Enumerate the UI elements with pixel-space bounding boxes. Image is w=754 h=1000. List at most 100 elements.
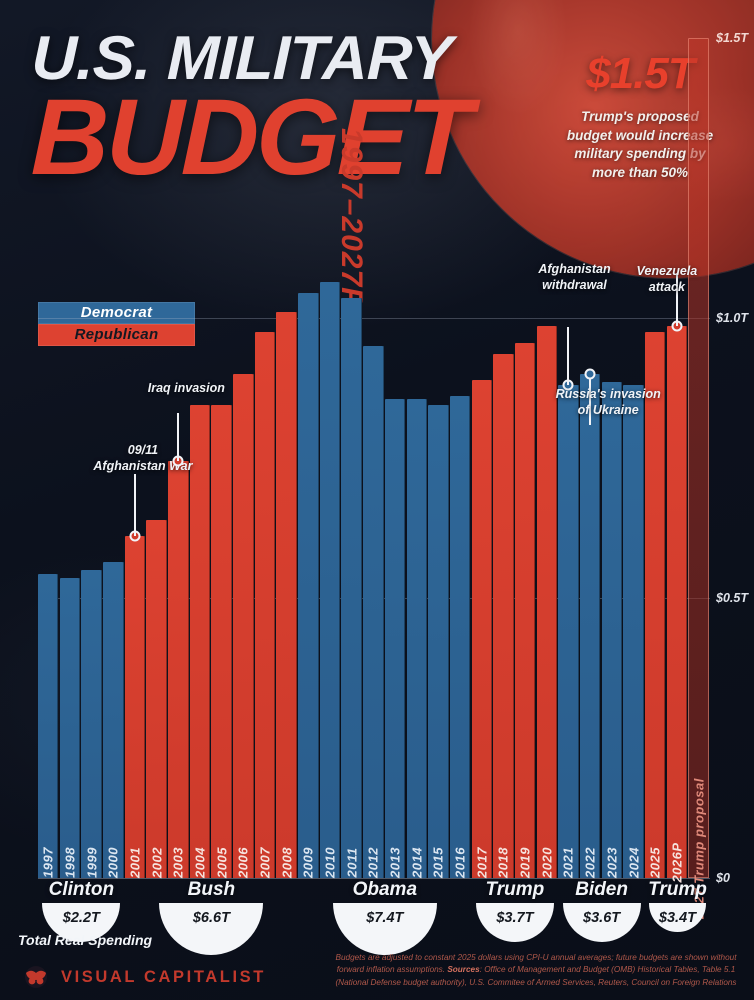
president-group-obama-2009: Obama $7.4T	[298, 879, 471, 955]
bar-year-label-1997: 1997	[40, 847, 56, 878]
bar-2008[interactable]: 2008	[276, 312, 297, 878]
annotation-label-2003: Iraq invasion	[147, 381, 225, 395]
president-group-trump-2025: Trump $3.4T	[645, 879, 710, 932]
bar-year-label-2019: 2019	[517, 847, 533, 878]
bar-2012[interactable]: 2012	[363, 346, 384, 878]
bar-2018[interactable]: 2018	[493, 354, 514, 878]
y-axis-tick-$1.0T: $1.0T	[716, 311, 748, 325]
bar-2019[interactable]: 2019	[514, 343, 536, 878]
president-total-bowl: $6.6T	[159, 903, 264, 955]
president-group-bush-2001: Bush $6.6T	[125, 879, 298, 955]
total-spending-arrow	[84, 921, 96, 929]
president-total-bowl: $3.4T	[648, 903, 706, 932]
bar-2016[interactable]: 2016	[449, 396, 471, 878]
y-axis-tick-$1.5T: $1.5T	[716, 31, 748, 45]
annotation-dot-2022[interactable]	[584, 368, 596, 380]
bar-2003[interactable]: 2003	[168, 460, 189, 878]
bar-2006[interactable]: 2006	[233, 374, 254, 878]
bar-2025[interactable]: 2025	[644, 332, 666, 878]
bar-year-label-2001: 2001	[127, 847, 143, 878]
bar-year-label-2022: 2022	[582, 847, 598, 878]
bar-2023[interactable]: 2023	[601, 382, 623, 878]
president-total-value: $6.6T	[192, 910, 230, 926]
bar-year-label-2015: 2015	[430, 847, 446, 878]
bar-year-label-1999: 1999	[84, 847, 100, 878]
bar-1997[interactable]: 1997	[38, 573, 59, 878]
bar-1998[interactable]: 1998	[59, 577, 81, 878]
bar-year-label-2026P: 2026P	[669, 842, 685, 883]
bar-year-label-2009: 2009	[300, 847, 316, 878]
y-axis-tick-$0: $0	[716, 871, 730, 885]
gridline-$0	[38, 878, 710, 879]
president-group-clinton-1997: Clinton $2.2T	[38, 879, 125, 942]
bar-2024[interactable]: 2024	[623, 385, 644, 878]
bar-2021[interactable]: 2021	[558, 385, 579, 878]
bar-1999[interactable]: 1999	[81, 570, 102, 878]
footnote-part2: : Office of Management and Budget (OMB) …	[335, 965, 737, 987]
footnote-part1: Budgets are adjusted to constant 2025 do…	[335, 953, 737, 975]
bar-2027P[interactable]: 2027 Trump proposal	[688, 38, 709, 919]
annotation-stem-2001	[133, 474, 136, 537]
president-total-value: $3.4T	[658, 910, 697, 926]
president-name: Trump	[648, 879, 707, 900]
footnote: Budgets are adjusted to constant 2025 do…	[330, 952, 742, 989]
bar-year-label-2003: 2003	[170, 847, 186, 878]
president-group-trump-2017: Trump $3.7T	[472, 879, 559, 942]
bar-year-label-2012: 2012	[365, 847, 381, 878]
bar-2014[interactable]: 2014	[406, 399, 427, 878]
president-name: Obama	[352, 879, 418, 900]
bar-year-label-2017: 2017	[474, 847, 490, 878]
bar-2017[interactable]: 2017	[471, 379, 493, 878]
bar-year-label-2024: 2024	[626, 847, 642, 878]
bar-year-label-2025: 2025	[647, 847, 663, 878]
bar-2009[interactable]: 2009	[298, 292, 319, 878]
bar-year-label-2016: 2016	[452, 847, 468, 878]
president-total-value: $7.4T	[366, 910, 404, 926]
visual-capitalist-logo-icon	[22, 965, 50, 989]
bar-year-label-2006: 2006	[235, 847, 251, 878]
bar-2011[interactable]: 2011	[341, 298, 362, 878]
bar-year-label-2005: 2005	[214, 847, 230, 878]
bar-2007[interactable]: 2007	[254, 332, 276, 878]
legend-item-republican[interactable]: Republican	[38, 324, 195, 346]
bar-2020[interactable]: 2020	[536, 326, 558, 878]
bar-year-label-2011: 2011	[344, 847, 360, 878]
president-total-bowl: $3.7T	[475, 903, 554, 942]
president-total-value: $3.6T	[583, 910, 621, 926]
brand-name: VISUAL CAPITALIST	[61, 967, 266, 986]
annotation-stem-2021	[567, 327, 570, 386]
president-name: Clinton	[48, 879, 115, 900]
gridline-$1.0T	[38, 318, 710, 319]
bar-2001[interactable]: 2001	[124, 536, 146, 878]
brand-logo[interactable]: VISUAL CAPITALIST	[22, 965, 266, 989]
bar-year-label-2023: 2023	[604, 847, 620, 878]
callout-text: Trump's proposed budget would increase m…	[566, 109, 714, 180]
footnote-sources-label: Sources	[447, 965, 480, 975]
president-name: Trump	[485, 879, 545, 900]
annotation-label-2026P: Venezuela attack	[636, 264, 698, 294]
bar-2000[interactable]: 2000	[103, 562, 124, 878]
bar-year-label-2004: 2004	[192, 847, 208, 878]
bar-2022[interactable]: 2022	[579, 374, 601, 878]
bar-year-label-2002: 2002	[149, 847, 165, 878]
bar-2026P[interactable]: 2026P	[666, 326, 688, 883]
annotation-label-2001: 09/11 Afghanistan War	[93, 443, 193, 473]
bar-2013[interactable]: 2013	[384, 399, 406, 878]
y-axis-tick-$0.5T: $0.5T	[716, 591, 748, 605]
bar-2005[interactable]: 2005	[211, 404, 232, 878]
annotation-label-2021: Afghanistan withdrawal	[538, 262, 611, 292]
president-total-value: $3.7T	[496, 910, 534, 926]
callout-value: $1.5T	[586, 49, 695, 98]
president-group-biden-2021: Biden $3.6T	[558, 879, 645, 942]
president-name: Bush	[187, 879, 236, 900]
bar-2015[interactable]: 2015	[428, 404, 449, 878]
bar-year-label-1998: 1998	[62, 847, 78, 878]
legend-item-democrat[interactable]: Democrat	[38, 302, 195, 324]
bar-year-label-2018: 2018	[495, 847, 511, 878]
bar-2002[interactable]: 2002	[146, 519, 167, 878]
bar-2004[interactable]: 2004	[189, 404, 211, 878]
legend: Democrat Republican	[38, 302, 195, 346]
bar-2010[interactable]: 2010	[319, 281, 341, 878]
